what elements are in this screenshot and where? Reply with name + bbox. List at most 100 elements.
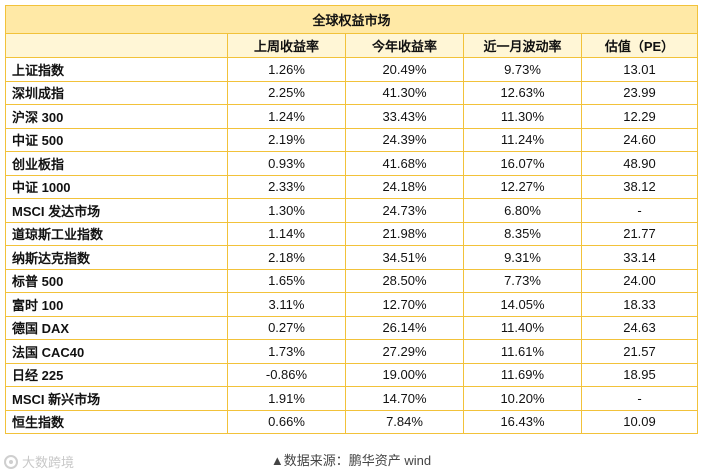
table-row: 中证 1000 2.33% 24.18% 12.27% 38.12 (5, 174, 698, 199)
value-cell: 41.30% (345, 80, 464, 105)
value-cell: 1.24% (227, 104, 346, 129)
value-cell: 12.27% (463, 174, 582, 199)
watermark-logo-icon (4, 454, 18, 469)
watermark-text: 大数跨境 (22, 455, 75, 470)
value-cell: 7.84% (345, 409, 464, 434)
value-cell: 27.29% (345, 339, 464, 364)
value-cell: 1.14% (227, 221, 346, 246)
value-cell: 8.35% (463, 221, 582, 246)
table-row: 恒生指数 0.66% 7.84% 16.43% 10.09 (5, 409, 698, 434)
value-cell: - (581, 198, 698, 223)
index-name-cell: 创业板指 (5, 151, 228, 176)
value-cell: 3.11% (227, 292, 346, 317)
value-cell: 11.61% (463, 339, 582, 364)
value-cell: 0.93% (227, 151, 346, 176)
value-cell: 24.00 (581, 268, 698, 293)
value-cell: 41.68% (345, 151, 464, 176)
index-name-cell: 纳斯达克指数 (5, 245, 228, 270)
value-cell: 1.91% (227, 386, 346, 411)
value-cell: 1.30% (227, 198, 346, 223)
index-name-cell: 道琼斯工业指数 (5, 221, 228, 246)
table-row: MSCI 新兴市场 1.91% 14.70% 10.20% - (5, 386, 698, 411)
value-cell: 11.30% (463, 104, 582, 129)
table-row: 法国 CAC40 1.73% 27.29% 11.61% 21.57 (5, 339, 698, 364)
value-cell: 34.51% (345, 245, 464, 270)
table-row: 标普 500 1.65% 28.50% 7.73% 24.00 (5, 268, 698, 293)
value-cell: 9.73% (463, 57, 582, 82)
table-row: MSCI 发达市场 1.30% 24.73% 6.80% - (5, 198, 698, 223)
value-cell: 20.49% (345, 57, 464, 82)
index-name-cell: 沪深 300 (5, 104, 228, 129)
value-cell: - (581, 386, 698, 411)
value-cell: 11.69% (463, 362, 582, 387)
value-cell: 21.57 (581, 339, 698, 364)
table-container: 全球权益市场 上周收益率 今年收益率 近一月波动率 估值（PE） 上证指数 1.26% 2… (5, 5, 698, 434)
value-cell: 12.29 (581, 104, 698, 129)
column-header: 上周收益率 (227, 33, 346, 58)
index-name-cell: 深圳成指 (5, 80, 228, 105)
value-cell: 24.63 (581, 315, 698, 340)
table-row: 上证指数 1.26% 20.49% 9.73% 13.01 (5, 57, 698, 82)
value-cell: 18.95 (581, 362, 698, 387)
table-title: 全球权益市场 (5, 5, 698, 34)
value-cell: 6.80% (463, 198, 582, 223)
column-header: 估值（PE） (581, 33, 698, 58)
value-cell: 24.18% (345, 174, 464, 199)
table-row: 纳斯达克指数 2.18% 34.51% 9.31% 33.14 (5, 245, 698, 270)
value-cell: 26.14% (345, 315, 464, 340)
value-cell: 2.33% (227, 174, 346, 199)
value-cell: 48.90 (581, 151, 698, 176)
value-cell: 1.26% (227, 57, 346, 82)
value-cell: 2.25% (227, 80, 346, 105)
table-row: 中证 500 2.19% 24.39% 11.24% 24.60 (5, 127, 698, 152)
table-row: 道琼斯工业指数 1.14% 21.98% 8.35% 21.77 (5, 221, 698, 246)
value-cell: 24.39% (345, 127, 464, 152)
value-cell: 10.09 (581, 409, 698, 434)
value-cell: 23.99 (581, 80, 698, 105)
table-body: 上证指数 1.26% 20.49% 9.73% 13.01 深圳成指 2.25% 41.30%… (5, 57, 698, 434)
header-row: 上周收益率 今年收益率 近一月波动率 估值（PE） (5, 33, 698, 58)
value-cell: 24.73% (345, 198, 464, 223)
index-name-cell: 富时 100 (5, 292, 228, 317)
value-cell: 1.73% (227, 339, 346, 364)
data-source-note: ▲数据来源：鹏华资产 wind (270, 453, 432, 468)
value-cell: 1.65% (227, 268, 346, 293)
index-name-cell: 中证 500 (5, 127, 228, 152)
index-name-cell: MSCI 新兴市场 (5, 386, 228, 411)
watermark: 大数跨境 (4, 452, 74, 471)
global-equity-table: 全球权益市场 上周收益率 今年收益率 近一月波动率 估值（PE） 上证指数 1.26% 2… (5, 5, 698, 434)
index-name-cell: 中证 1000 (5, 174, 228, 199)
value-cell: 14.05% (463, 292, 582, 317)
value-cell: 0.27% (227, 315, 346, 340)
value-cell: 12.63% (463, 80, 582, 105)
value-cell: 19.00% (345, 362, 464, 387)
column-header (5, 33, 228, 58)
table-row: 富时 100 3.11% 12.70% 14.05% 18.33 (5, 292, 698, 317)
value-cell: 7.73% (463, 268, 582, 293)
value-cell: 24.60 (581, 127, 698, 152)
value-cell: 14.70% (345, 386, 464, 411)
value-cell: 38.12 (581, 174, 698, 199)
value-cell: 21.98% (345, 221, 464, 246)
index-name-cell: 日经 225 (5, 362, 228, 387)
column-header: 今年收益率 (345, 33, 464, 58)
value-cell: 21.77 (581, 221, 698, 246)
value-cell: 16.43% (463, 409, 582, 434)
value-cell: -0.86% (227, 362, 346, 387)
table-row: 德国 DAX 0.27% 26.14% 11.40% 24.63 (5, 315, 698, 340)
value-cell: 11.24% (463, 127, 582, 152)
index-name-cell: 标普 500 (5, 268, 228, 293)
value-cell: 10.20% (463, 386, 582, 411)
value-cell: 2.19% (227, 127, 346, 152)
value-cell: 0.66% (227, 409, 346, 434)
value-cell: 33.14 (581, 245, 698, 270)
table-row: 日经 225 -0.86% 19.00% 11.69% 18.95 (5, 362, 698, 387)
index-name-cell: MSCI 发达市场 (5, 198, 228, 223)
value-cell: 18.33 (581, 292, 698, 317)
value-cell: 16.07% (463, 151, 582, 176)
value-cell: 28.50% (345, 268, 464, 293)
value-cell: 33.43% (345, 104, 464, 129)
index-name-cell: 德国 DAX (5, 315, 228, 340)
table-row: 创业板指 0.93% 41.68% 16.07% 48.90 (5, 151, 698, 176)
table-row: 沪深 300 1.24% 33.43% 11.30% 12.29 (5, 104, 698, 129)
